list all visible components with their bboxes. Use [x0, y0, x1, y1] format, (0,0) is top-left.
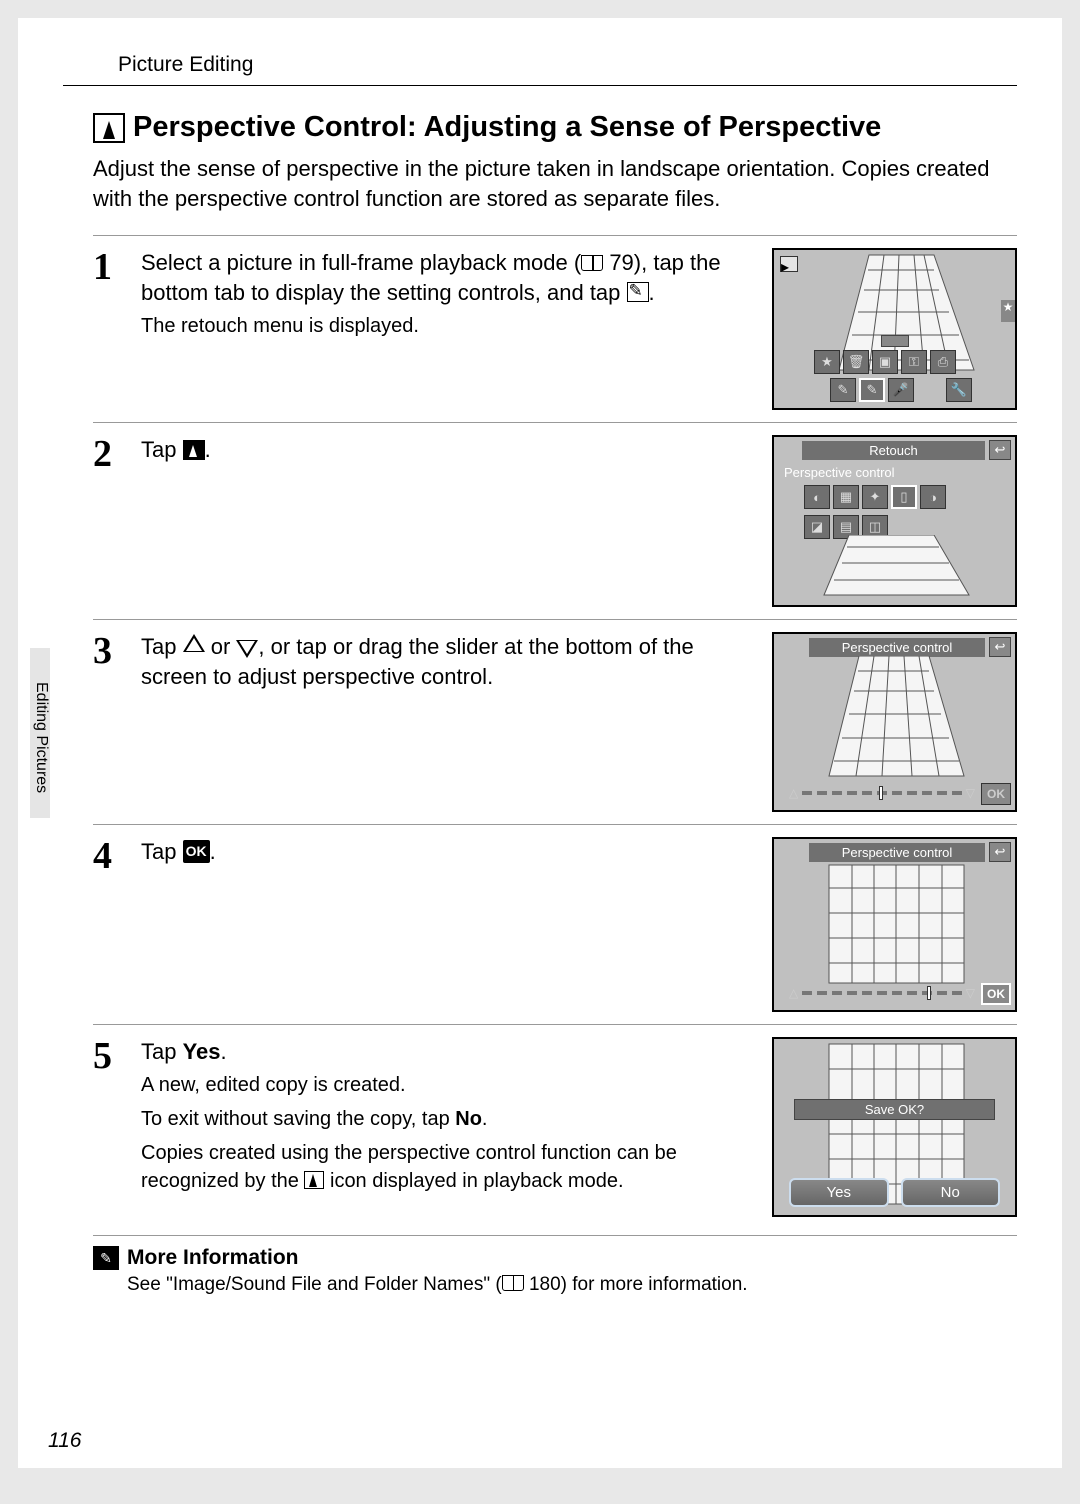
- chapter-title: Picture Editing: [118, 53, 1017, 77]
- ss2-sub: Perspective control: [784, 465, 895, 480]
- back-button[interactable]: ↩: [989, 440, 1011, 460]
- perspective-icon: [93, 113, 125, 143]
- step-number: 2: [93, 435, 123, 607]
- screenshot-2: Retouch ↩ Perspective control ◐ ▦ ✦ ▯ ◑ …: [772, 435, 1017, 607]
- down-icon: [236, 640, 258, 658]
- step-4: 4 Tap OK. Perspective control ↩ △ ▽: [93, 824, 1017, 1012]
- slider[interactable]: △ ▽: [789, 784, 975, 802]
- manual-ref-icon: [581, 255, 603, 271]
- ok-button[interactable]: OK: [981, 983, 1011, 1005]
- ss3-title: Perspective control: [809, 638, 985, 657]
- ok-icon: OK: [183, 840, 210, 863]
- step-1-title: Select a picture in full-frame playback …: [141, 248, 754, 307]
- wrench-icon: 🔧: [946, 378, 972, 402]
- step-2: 2 Tap . Retouch ↩ Perspective control ◐ …: [93, 422, 1017, 607]
- step-5-d2: To exit without saving the copy, tap No.: [141, 1105, 754, 1133]
- down-tab: [881, 335, 909, 347]
- back-button[interactable]: ↩: [989, 637, 1011, 657]
- up-icon: [183, 634, 205, 652]
- main-heading: Perspective Control: Adjusting a Sense o…: [93, 111, 1017, 144]
- step-1: 1 Select a picture in full-frame playbac…: [93, 235, 1017, 410]
- no-button[interactable]: No: [901, 1178, 1001, 1207]
- protect-icon: ⚿: [901, 350, 927, 374]
- yes-no-row: Yes No: [789, 1178, 1000, 1207]
- page: Picture Editing Perspective Control: Adj…: [18, 18, 1062, 1468]
- slider-down-icon: ▽: [966, 786, 975, 800]
- note-icon: ✎: [93, 1246, 119, 1270]
- step-5-d3: Copies created using the perspective con…: [141, 1139, 754, 1195]
- print-icon: ⎙: [930, 350, 956, 374]
- voice-icon: 🎤: [888, 378, 914, 402]
- star-icon: ★: [814, 350, 840, 374]
- slider-up-icon: △: [789, 786, 798, 800]
- retouch-icons-1: ◐ ▦ ✦ ▯ ◑: [804, 485, 946, 509]
- manual-ref-icon: [502, 1275, 524, 1291]
- intro-text: Adjust the sense of perspective in the p…: [93, 154, 1017, 213]
- step-number: 5: [93, 1037, 123, 1217]
- more-info-text: See "Image/Sound File and Folder Names" …: [127, 1274, 1017, 1296]
- ss2-title: Retouch: [802, 441, 985, 460]
- screenshot-3: Perspective control ↩ △ ▽ OK: [772, 632, 1017, 812]
- perspective-icon: [183, 440, 205, 460]
- perspective-copy-icon: [304, 1171, 324, 1189]
- retouch-icon-sel: ✎: [859, 378, 885, 402]
- screenshot-1: ▸ ★ ★ 🗑 ▣ ⚿ ⎙ ✎ ✎ 🎤: [772, 248, 1017, 410]
- ok-button[interactable]: OK: [981, 783, 1011, 805]
- perspective-option[interactable]: ▯: [891, 485, 917, 509]
- more-info-heading: More Information: [127, 1246, 299, 1270]
- slider[interactable]: △ ▽: [789, 984, 975, 1002]
- slider-up-icon: △: [789, 986, 798, 1000]
- step-1-desc: The retouch menu is displayed.: [141, 312, 754, 340]
- step-number: 1: [93, 248, 123, 410]
- step-5-title: Tap Yes.: [141, 1037, 754, 1067]
- step-3-title: Tap or , or tap or drag the slider at th…: [141, 632, 754, 691]
- step-4-title: Tap OK.: [141, 837, 754, 867]
- save-prompt: Save OK?: [794, 1099, 995, 1120]
- paint-icon: ✎: [830, 378, 856, 402]
- toolbar-row-1: ★ 🗑 ▣ ⚿ ⎙: [814, 350, 956, 374]
- trash-icon: 🗑: [843, 350, 869, 374]
- retouch-icon: [627, 282, 649, 302]
- ss4-title: Perspective control: [809, 843, 985, 862]
- yes-button[interactable]: Yes: [789, 1178, 889, 1207]
- chapter-rule: [63, 85, 1017, 86]
- back-button[interactable]: ↩: [989, 842, 1011, 862]
- step-number: 3: [93, 632, 123, 812]
- step-5: 5 Tap Yes. A new, edited copy is created…: [93, 1024, 1017, 1217]
- screenshot-4: Perspective control ↩ △ ▽ OK: [772, 837, 1017, 1012]
- more-info: ✎ More Information See "Image/Sound File…: [93, 1235, 1017, 1296]
- side-tab: Editing Pictures: [30, 648, 50, 818]
- toolbar-row-2: ✎ ✎ 🎤 🔧: [830, 378, 972, 402]
- step-number: 4: [93, 837, 123, 1012]
- heading-text: Perspective Control: Adjusting a Sense o…: [133, 111, 881, 144]
- slider-down-icon: ▽: [966, 986, 975, 1000]
- step-5-d1: A new, edited copy is created.: [141, 1071, 754, 1099]
- step-2-title: Tap .: [141, 435, 754, 465]
- screenshot-5: Save OK? Yes No: [772, 1037, 1017, 1217]
- step-3: 3 Tap or , or tap or drag the slider at …: [93, 619, 1017, 812]
- page-number: 116: [48, 1429, 81, 1453]
- star-tab: ★: [1001, 300, 1015, 322]
- image-icon: ▣: [872, 350, 898, 374]
